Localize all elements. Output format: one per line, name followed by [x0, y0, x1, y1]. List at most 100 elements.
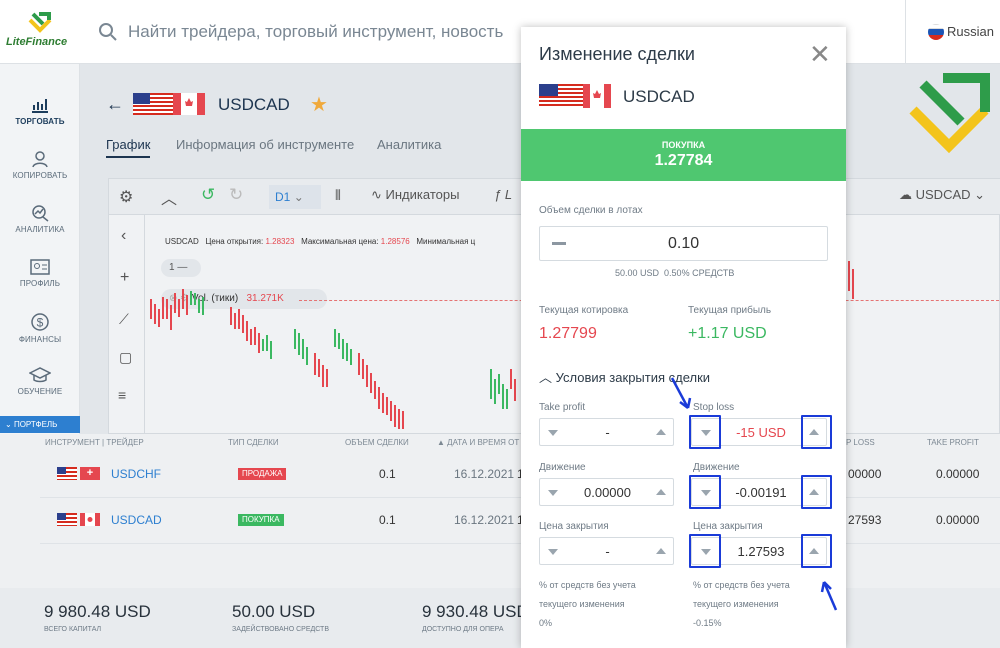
star-icon[interactable]: ★ — [310, 94, 328, 116]
sidebar-item-copy[interactable]: КОПИРОВАТЬ — [0, 150, 80, 180]
volume-input[interactable]: 0.10 — [539, 226, 828, 261]
indicators-button[interactable]: ∿ Индикаторы — [371, 187, 459, 203]
back-arrow-icon[interactable]: ← — [106, 94, 124, 114]
minus-icon[interactable] — [552, 242, 566, 245]
decrement-icon[interactable] — [548, 430, 558, 436]
modal-title: Изменение сделки — [539, 44, 695, 64]
col-header-datetime[interactable]: ▲ ДАТА И ВРЕМЯ ОТ — [437, 438, 519, 447]
chart-symbol-selector[interactable]: ☁ USDCAD ⌄ — [899, 187, 986, 202]
search-input[interactable]: Найти трейдера, торговый инструмент, нов… — [128, 22, 504, 41]
undo-icon[interactable]: ↺ — [201, 185, 216, 204]
increment-icon[interactable] — [656, 489, 666, 495]
cad-flag-icon — [173, 93, 205, 115]
sl-close-input[interactable]: 1.27593 — [691, 537, 827, 565]
sl-close-label: Цена закрытия — [693, 521, 763, 532]
col-header-stop-loss[interactable]: P LOSS — [846, 438, 875, 447]
total-capital-value: 9 980.48 USD — [44, 602, 151, 621]
row-date-tail: 1 — [517, 513, 524, 527]
language-selector[interactable]: Russian — [947, 24, 994, 39]
take-profit-input[interactable]: - — [539, 418, 674, 446]
sidebar-item-label: ФИНАНСЫ — [18, 335, 62, 344]
close-conditions-toggle[interactable]: ︿ Условия закрытия сделки — [539, 367, 710, 386]
tab-analytics[interactable]: Аналитика — [377, 137, 442, 152]
decrement-icon[interactable] — [548, 490, 558, 496]
decrement-icon[interactable] — [701, 549, 711, 555]
increment-icon[interactable] — [809, 489, 819, 495]
logo-text: LiteFinance — [6, 36, 68, 48]
row-date: 16.12.2021 — [454, 513, 515, 527]
table-row[interactable]: USDCAD ПОКУПКА 0.1 16.12.2021 1 27593 0.… — [40, 498, 1000, 544]
sidebar-item-label: АНАЛИТИКА — [15, 225, 65, 234]
row-stop-loss: 00000 — [848, 467, 882, 481]
settings-gear-icon[interactable]: ⚙ — [119, 189, 134, 206]
increment-icon[interactable] — [809, 548, 819, 554]
info-max-value: 1.28576 — [380, 237, 410, 246]
layer-badge[interactable]: 1 — — [161, 259, 201, 277]
collapse-chevron-icon[interactable]: ︿ — [161, 191, 178, 208]
crosshair-icon[interactable]: + — [120, 269, 130, 286]
timeframe-selector[interactable]: D1 ⌄ — [269, 185, 321, 209]
col-header-volume[interactable]: ОБЪЕМ СДЕЛКИ — [345, 438, 409, 447]
col-header-type[interactable]: ТИП СДЕЛКИ — [228, 438, 279, 447]
sidebar-item-profile[interactable]: ПРОФИЛЬ — [0, 258, 80, 288]
decrement-icon[interactable] — [701, 430, 711, 436]
sidebar-item-label: ОБУЧЕНИЕ — [17, 387, 63, 396]
sidebar-item-analytics[interactable]: АНАЛИТИКА — [0, 204, 80, 234]
sl-movement-value: -0.00191 — [735, 485, 787, 500]
tab-chart[interactable]: График — [106, 137, 151, 158]
chevron-left-icon[interactable]: ‹ — [121, 227, 127, 244]
function-icon[interactable]: ƒ L — [494, 187, 513, 202]
tp-movement-input[interactable]: 0.00000 — [539, 478, 674, 506]
logo[interactable]: LiteFinance — [0, 0, 80, 64]
sidebar-item-trade[interactable]: ТОРГОВАТЬ — [0, 96, 80, 126]
fib-lines-icon[interactable]: ≡ — [118, 387, 127, 403]
graduation-cap-icon — [29, 367, 51, 383]
sidebar-item-label: ТОРГОВАТЬ — [15, 117, 65, 126]
row-stop-loss: 27593 — [848, 513, 882, 527]
close-icon[interactable]: ✕ — [809, 39, 831, 69]
row-symbol[interactable]: USDCAD — [111, 513, 162, 527]
increment-icon[interactable] — [809, 429, 819, 435]
volume-value: 0.10 — [668, 235, 700, 252]
trendline-icon[interactable]: ⟋ — [119, 311, 129, 327]
layer-number: 1 — [169, 262, 175, 273]
sort-up-icon: ▲ — [437, 438, 445, 447]
buy-direction-bar: ПОКУПКА 1.27784 — [521, 129, 846, 181]
stop-loss-input[interactable]: -15 USD — [691, 418, 827, 446]
tab-instrument-info[interactable]: Информация об инструменте — [176, 137, 355, 152]
sl-movement-label: Движение — [693, 462, 740, 473]
increment-icon[interactable] — [656, 548, 666, 554]
volume-value: 31.271K — [246, 293, 284, 304]
tp-close-label: Цена закрытия — [539, 521, 609, 532]
edit-trade-modal: Изменение сделки ✕ USDCAD ПОКУПКА 1.2778… — [521, 27, 846, 648]
chart-info-line: USDCAD Цена открытия: 1.28323 Максимальн… — [165, 237, 475, 246]
decrement-icon[interactable] — [548, 549, 558, 555]
candles-icon[interactable]: ⫴ — [335, 187, 341, 203]
indicators-icon: ∿ — [371, 187, 382, 202]
redo-icon[interactable]: ↻ — [229, 185, 244, 204]
cad-flag-icon — [80, 513, 100, 526]
tp-close-input[interactable]: - — [539, 537, 674, 565]
russia-flag-icon — [928, 24, 944, 40]
increment-icon[interactable] — [656, 429, 666, 435]
row-symbol[interactable]: USDCHF — [111, 467, 161, 481]
col-header-take-profit[interactable]: TAKE PROFIT — [927, 438, 979, 447]
logo-icon — [28, 12, 52, 33]
info-max-label: Максимальная цена: — [301, 237, 379, 246]
rectangle-icon[interactable]: ▢ — [119, 349, 133, 365]
col-header-instrument[interactable]: ИНСТРУМЕНТ | ТРЕЙДЕР — [45, 438, 144, 447]
search-icon — [99, 23, 117, 41]
sidebar-item-finance[interactable]: $ ФИНАНСЫ — [0, 312, 80, 344]
sl-movement-input[interactable]: -0.00191 — [691, 478, 827, 506]
close-circle-icon[interactable]: ⊗ ⚙ — [169, 293, 190, 304]
id-card-icon — [30, 259, 50, 275]
portfolio-tab[interactable]: ⌄ ПОРТФЕЛЬ — [0, 416, 80, 433]
used-funds-label: ЗАДЕЙСТВОВАНО СРЕДСТВ — [232, 626, 330, 633]
sl-close-value: 1.27593 — [737, 544, 785, 559]
sidebar-item-education[interactable]: ОБУЧЕНИЕ — [0, 366, 80, 396]
quote-label: Текущая котировка — [539, 305, 629, 316]
decrement-icon[interactable] — [701, 490, 711, 496]
table-row[interactable]: + USDCHF ПРОДАЖА 0.1 16.12.2021 1 00000 … — [40, 452, 1000, 498]
usd-flag-icon — [57, 467, 77, 480]
trade-type-badge: ПРОДАЖА — [238, 468, 287, 480]
